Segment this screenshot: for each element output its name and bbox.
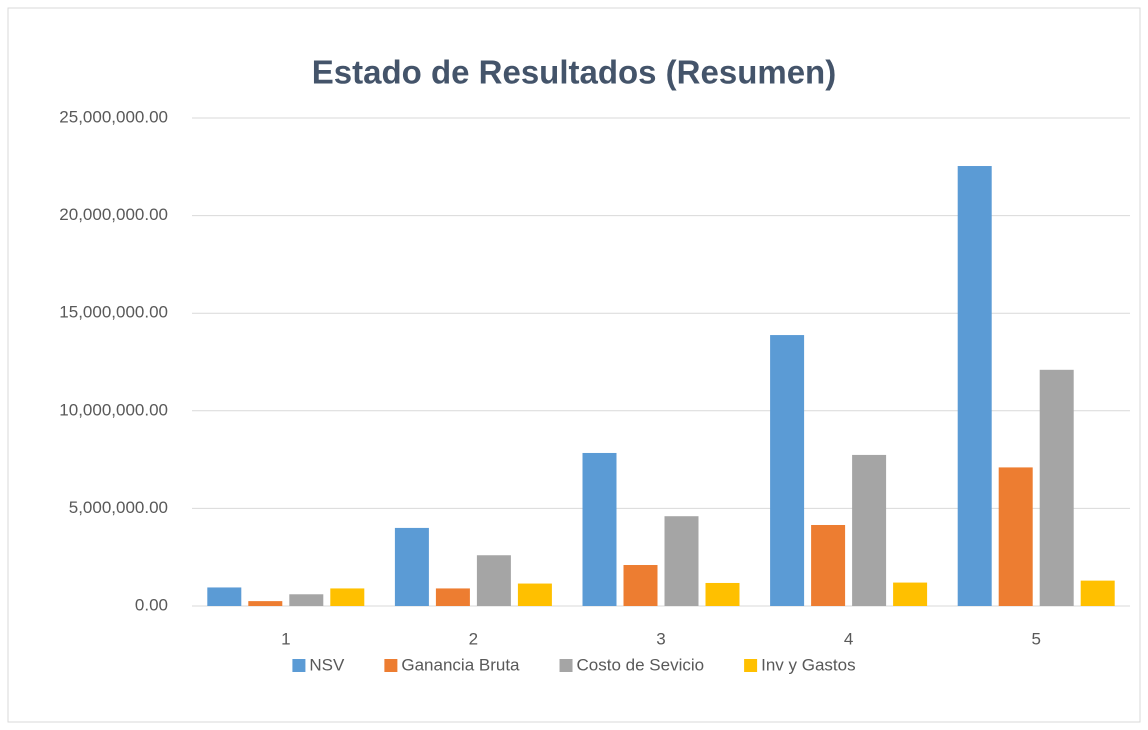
bar — [957, 166, 992, 606]
legend-label: Ganancia Bruta — [401, 655, 520, 674]
y-tick-label: 15,000,000.00 — [59, 303, 168, 322]
bar — [664, 516, 699, 606]
bar — [623, 565, 658, 606]
bar — [893, 582, 928, 606]
legend-swatch — [559, 659, 573, 672]
bar — [476, 555, 511, 606]
bar — [770, 335, 805, 606]
bar — [289, 594, 324, 606]
x-tick-label: 3 — [656, 629, 665, 648]
bar — [435, 588, 470, 606]
bar — [248, 601, 283, 606]
bar — [582, 452, 617, 606]
legend-label: Inv y Gastos — [761, 655, 855, 674]
x-tick-label: 1 — [281, 629, 290, 648]
y-tick-label: 25,000,000.00 — [59, 107, 168, 126]
x-tick-label: 4 — [844, 629, 853, 648]
bar — [1039, 369, 1074, 606]
legend-label: NSV — [309, 655, 345, 674]
x-tick-label: 5 — [1031, 629, 1040, 648]
bar — [330, 588, 365, 606]
y-tick-label: 5,000,000.00 — [69, 498, 168, 517]
bar — [1080, 580, 1115, 606]
bar — [811, 524, 846, 606]
legend-swatch — [292, 659, 306, 672]
x-tick-label: 2 — [469, 629, 478, 648]
bar — [394, 527, 429, 606]
legend-label: Costo de Sevicio — [577, 655, 705, 674]
chart-title: Estado de Resultados (Resumen) — [312, 54, 836, 91]
legend-swatch — [744, 659, 758, 672]
bar — [207, 587, 242, 606]
bar — [517, 583, 552, 606]
chart-frame — [7, 7, 1141, 723]
y-tick-label: 10,000,000.00 — [59, 400, 168, 419]
bar — [852, 454, 887, 606]
y-tick-label: 0.00 — [135, 595, 168, 614]
y-tick-label: 20,000,000.00 — [59, 205, 168, 224]
bar — [998, 467, 1033, 606]
bar — [705, 582, 740, 606]
legend-swatch — [384, 659, 398, 672]
